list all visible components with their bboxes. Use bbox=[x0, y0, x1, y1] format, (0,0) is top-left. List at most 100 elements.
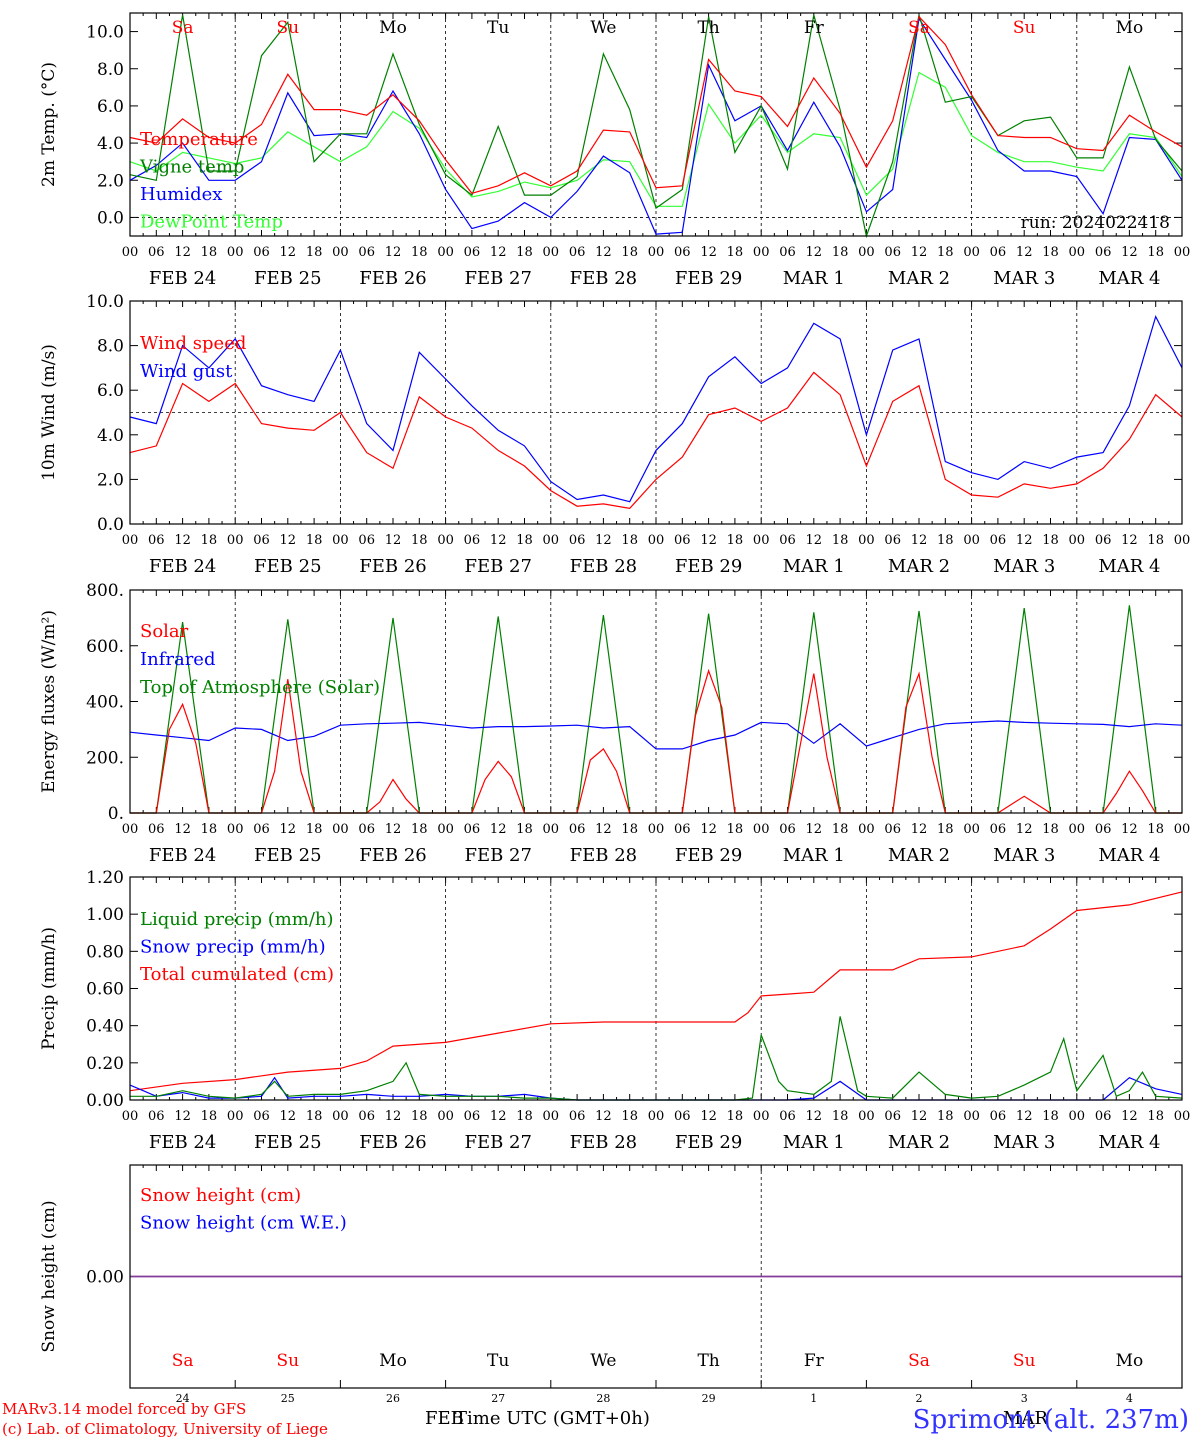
day-number-label: 1 bbox=[810, 1392, 817, 1405]
legend-entry: Snow precip (mm/h) bbox=[140, 937, 326, 958]
hour-label: 18 bbox=[832, 1109, 849, 1124]
hour-label: 12 bbox=[490, 533, 507, 548]
date-label: FEB 29 bbox=[675, 845, 742, 866]
hour-label: 00 bbox=[122, 1109, 139, 1124]
day-number-label: 29 bbox=[702, 1392, 716, 1405]
hour-label: 06 bbox=[990, 1109, 1007, 1124]
chart-panels: 0.02.04.06.08.010.02m Temp. (°C) Temperat… bbox=[39, 12, 1190, 1405]
hour-label: 12 bbox=[911, 822, 928, 837]
hour-label: 12 bbox=[1016, 1109, 1033, 1124]
hour-label: 12 bbox=[1121, 822, 1138, 837]
hour-label: 00 bbox=[437, 245, 454, 260]
plot-frame bbox=[129, 589, 1183, 814]
date-label: FEB 27 bbox=[464, 845, 531, 866]
hour-label: 18 bbox=[306, 245, 323, 260]
hour-label: 12 bbox=[700, 822, 717, 837]
hour-label: 00 bbox=[543, 822, 560, 837]
y-axis-title: Energy fluxes (W/m²) bbox=[39, 610, 59, 793]
date-label: MAR 1 bbox=[783, 845, 845, 866]
plot-frame bbox=[129, 300, 1183, 525]
hour-label: 12 bbox=[806, 1109, 823, 1124]
hour-label: 18 bbox=[832, 533, 849, 548]
hour-label: 00 bbox=[332, 245, 349, 260]
panel-2: 0.0 2.0 4.0 6.0 8.0 10.0 10m Wind (m/s) Wind sp… bbox=[39, 292, 1190, 577]
plot-frame bbox=[129, 1164, 1183, 1389]
footer-month-mar: MAR bbox=[1003, 1408, 1048, 1429]
date-label: FEB 27 bbox=[464, 556, 531, 577]
hour-label: 00 bbox=[858, 533, 875, 548]
y-tick-label: 4.0 bbox=[97, 426, 124, 446]
hour-label: 06 bbox=[884, 822, 901, 837]
hour-label: 18 bbox=[411, 822, 428, 837]
plot-frame bbox=[129, 12, 1183, 237]
hour-label: 00 bbox=[122, 245, 139, 260]
y-tick-label: 10.0 bbox=[86, 292, 124, 312]
hour-label: 00 bbox=[1174, 533, 1191, 548]
y-axis-title: 2m Temp. (°C) bbox=[39, 62, 59, 187]
hour-label: 06 bbox=[569, 245, 586, 260]
y-tick-label: 0.80 bbox=[86, 942, 124, 962]
date-label: FEB 28 bbox=[570, 1132, 637, 1153]
day-name-label: Tu bbox=[487, 1351, 509, 1371]
date-label: FEB 24 bbox=[149, 845, 216, 866]
y-tick-label: 200. bbox=[86, 748, 124, 768]
hour-label: 18 bbox=[516, 1109, 533, 1124]
panel-5: 0.00 Snow height (cm) Snow height (cm) Snow… bbox=[39, 1164, 1183, 1405]
hour-label: 00 bbox=[753, 1109, 770, 1124]
hour-label: 12 bbox=[595, 1109, 612, 1124]
series-line bbox=[130, 605, 1182, 814]
y-axis-title: Precip (mm/h) bbox=[39, 927, 59, 1050]
legend-entry: Temperature bbox=[140, 129, 258, 150]
hour-label: 18 bbox=[411, 533, 428, 548]
day-number-label: 4 bbox=[1126, 1392, 1133, 1405]
day-name-label: Fr bbox=[804, 1351, 825, 1371]
date-label: MAR 1 bbox=[783, 1132, 845, 1153]
hour-label: 12 bbox=[385, 822, 402, 837]
hour-label: 18 bbox=[621, 245, 638, 260]
date-label: FEB 28 bbox=[570, 268, 637, 289]
hour-label: 12 bbox=[280, 245, 297, 260]
y-tick-label: 1.20 bbox=[86, 868, 124, 888]
hour-label: 12 bbox=[806, 533, 823, 548]
date-label: FEB 24 bbox=[149, 268, 216, 289]
date-label: FEB 25 bbox=[254, 1132, 321, 1153]
hour-label: 00 bbox=[963, 245, 980, 260]
hour-label: 18 bbox=[306, 533, 323, 548]
panel-4: 0.00 0.20 0.40 0.60 0.80 1.00 1.20 Precip (mm/h… bbox=[39, 868, 1190, 1153]
day-name-label: Th bbox=[697, 1351, 719, 1371]
hour-label: 12 bbox=[911, 533, 928, 548]
hour-label: 12 bbox=[385, 245, 402, 260]
hour-label: 00 bbox=[648, 245, 665, 260]
hour-label: 00 bbox=[227, 245, 244, 260]
hour-label: 18 bbox=[832, 822, 849, 837]
hour-label: 06 bbox=[358, 822, 375, 837]
hour-label: 18 bbox=[201, 245, 218, 260]
legend-entry: Infrared bbox=[140, 649, 215, 670]
hour-label: 18 bbox=[1042, 822, 1059, 837]
hour-label: 12 bbox=[1121, 533, 1138, 548]
hour-label: 00 bbox=[227, 1109, 244, 1124]
date-label: FEB 28 bbox=[570, 556, 637, 577]
hour-label: 18 bbox=[1147, 533, 1164, 548]
hour-label: 12 bbox=[595, 822, 612, 837]
hour-label: 18 bbox=[411, 1109, 428, 1124]
hour-label: 06 bbox=[253, 1109, 270, 1124]
hour-label: 00 bbox=[437, 822, 454, 837]
hour-label: 18 bbox=[516, 533, 533, 548]
day-number-label: 24 bbox=[176, 1392, 190, 1405]
hour-label: 12 bbox=[174, 245, 191, 260]
day-name-label: Mo bbox=[1116, 18, 1144, 38]
y-tick-label: 0. bbox=[108, 804, 124, 824]
hour-label: 12 bbox=[385, 1109, 402, 1124]
hour-label: 00 bbox=[1174, 1109, 1191, 1124]
hour-label: 12 bbox=[174, 533, 191, 548]
series-line bbox=[129, 891, 1183, 1092]
date-label: MAR 4 bbox=[1098, 1132, 1160, 1153]
day-name-label: Sa bbox=[908, 18, 930, 38]
hour-label: 06 bbox=[779, 1109, 796, 1124]
hour-label: 00 bbox=[122, 533, 139, 548]
y-tick-label: 2.0 bbox=[97, 171, 124, 191]
hour-label: 12 bbox=[1121, 1109, 1138, 1124]
date-label: FEB 27 bbox=[464, 1132, 531, 1153]
legend-entry: Wind speed bbox=[140, 333, 246, 354]
